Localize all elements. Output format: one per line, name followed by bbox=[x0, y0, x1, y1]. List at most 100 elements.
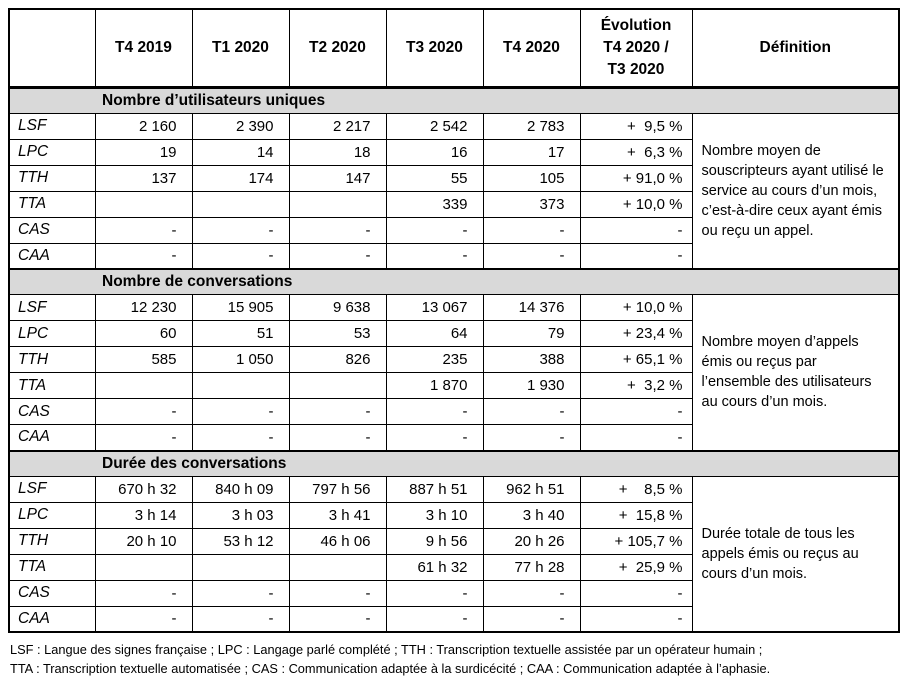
row-label: TTA bbox=[8, 372, 96, 399]
cell-value: 797 h 56 bbox=[288, 475, 387, 503]
cell-value: - bbox=[94, 216, 193, 244]
row-label: TTH bbox=[8, 164, 96, 192]
cell-value: 20 h 10 bbox=[94, 527, 193, 555]
table-row: LPC 3 h 14 3 h 03 3 h 41 3 h 10 3 h 40 + 15,8 … bbox=[8, 501, 899, 529]
cell-value: 339 bbox=[385, 190, 484, 218]
table-row: CAA - - - - - - bbox=[8, 242, 899, 270]
column-header-t4-2019: T4 2019 bbox=[94, 8, 193, 89]
row-label: LPC bbox=[8, 138, 96, 166]
cell-value: - bbox=[288, 242, 387, 270]
row-label: CAA bbox=[8, 242, 96, 270]
cell-value: 2 160 bbox=[94, 112, 193, 140]
cell-value bbox=[94, 553, 193, 581]
cell-value: 9 638 bbox=[288, 294, 387, 321]
cell-value: - bbox=[385, 605, 484, 633]
cell-value: 137 bbox=[94, 164, 193, 192]
cell-value: 64 bbox=[385, 320, 484, 347]
row-label: LSF bbox=[8, 294, 96, 321]
section-title: Durée des conversations bbox=[8, 449, 900, 477]
cell-value: 3 h 14 bbox=[94, 501, 193, 529]
evolution-value: + 105,7 % bbox=[579, 527, 693, 555]
cell-value: 670 h 32 bbox=[94, 475, 193, 503]
column-header-t2-2020: T2 2020 bbox=[288, 8, 387, 89]
cell-value: - bbox=[482, 605, 581, 633]
cell-value: - bbox=[385, 242, 484, 270]
cell-value: 585 bbox=[94, 346, 193, 373]
evolution-value: + 65,1 % bbox=[579, 346, 693, 373]
cell-value: - bbox=[191, 216, 290, 244]
cell-value: - bbox=[288, 579, 387, 607]
cell-value: 826 bbox=[288, 346, 387, 373]
cell-value: 1 050 bbox=[191, 346, 290, 373]
table-row: CAS - - - - - - bbox=[8, 398, 899, 425]
cell-value: 174 bbox=[191, 164, 290, 192]
evolution-value: + 10,0 % bbox=[579, 294, 693, 321]
corner-cell bbox=[8, 8, 96, 89]
cell-value: 16 bbox=[385, 138, 484, 166]
cell-value: 18 bbox=[288, 138, 387, 166]
cell-value: 17 bbox=[482, 138, 581, 166]
cell-value: 3 h 41 bbox=[288, 501, 387, 529]
cell-value: 79 bbox=[482, 320, 581, 347]
cell-value: 14 bbox=[191, 138, 290, 166]
cell-value: - bbox=[385, 579, 484, 607]
cell-value bbox=[288, 372, 387, 399]
table-row: CAA - - - - - - bbox=[8, 424, 899, 451]
cell-value: - bbox=[288, 398, 387, 425]
column-header-definition: Définition bbox=[691, 8, 900, 89]
cell-value: 51 bbox=[191, 320, 290, 347]
row-label: TTA bbox=[8, 190, 96, 218]
cell-value: - bbox=[191, 242, 290, 270]
cell-value: 2 217 bbox=[288, 112, 387, 140]
definition-cell: Nombre moyen d’appels émis ou reçus par … bbox=[691, 294, 900, 451]
cell-value: 15 905 bbox=[191, 294, 290, 321]
section-title: Nombre d’utilisateurs uniques bbox=[8, 86, 900, 114]
usage-stats-table: T4 2019 T1 2020 T2 2020 T3 2020 T4 2020 … bbox=[8, 8, 900, 633]
cell-value: - bbox=[191, 605, 290, 633]
evolution-value: + 91,0 % bbox=[579, 164, 693, 192]
cell-value: 77 h 28 bbox=[482, 553, 581, 581]
table-row: LPC 19 14 18 16 17 + 6,3 % bbox=[8, 138, 899, 166]
cell-value: - bbox=[482, 216, 581, 244]
evolution-value: + 3,2 % bbox=[579, 372, 693, 399]
definition-cell: Durée totale de tous les appels émis ou … bbox=[691, 475, 900, 633]
cell-value bbox=[288, 190, 387, 218]
cell-value: 19 bbox=[94, 138, 193, 166]
row-label: CAA bbox=[8, 424, 96, 451]
cell-value: - bbox=[482, 398, 581, 425]
cell-value: 46 h 06 bbox=[288, 527, 387, 555]
cell-value: 1 930 bbox=[482, 372, 581, 399]
table-row: LSF 12 230 15 905 9 638 13 067 14 376 + 10,0 %… bbox=[8, 294, 900, 451]
column-header-t1-2020: T1 2020 bbox=[191, 8, 290, 89]
cell-value: 12 230 bbox=[94, 294, 193, 321]
cell-value: 105 bbox=[482, 164, 581, 192]
table-row: TTA 1 870 1 930 + 3,2 % bbox=[8, 372, 899, 399]
cell-value: - bbox=[385, 424, 484, 451]
table-row: LSF 2 160 2 390 2 217 2 542 2 783 + 9,5 % Nombr… bbox=[8, 112, 900, 270]
cell-value: - bbox=[288, 605, 387, 633]
evolution-header-line-3: T3 2020 bbox=[607, 60, 665, 78]
section-header-row: Nombre de conversations bbox=[8, 268, 900, 295]
row-label: TTH bbox=[8, 527, 96, 555]
evolution-value: + 15,8 % bbox=[579, 501, 693, 529]
evolution-value: + 25,9 % bbox=[579, 553, 693, 581]
cell-value: 887 h 51 bbox=[385, 475, 484, 503]
cell-value: 840 h 09 bbox=[191, 475, 290, 503]
cell-value: 388 bbox=[482, 346, 581, 373]
table-row: LPC 60 51 53 64 79 + 23,4 % bbox=[8, 320, 899, 347]
cell-value: - bbox=[94, 424, 193, 451]
cell-value: - bbox=[482, 424, 581, 451]
cell-value: 60 bbox=[94, 320, 193, 347]
row-label: CAS bbox=[8, 216, 96, 244]
cell-value: 373 bbox=[482, 190, 581, 218]
row-label: LPC bbox=[8, 320, 96, 347]
section-header-row: Nombre d’utilisateurs uniques bbox=[8, 86, 900, 114]
cell-value: - bbox=[94, 579, 193, 607]
column-header-t4-2020: T4 2020 bbox=[482, 8, 581, 89]
table-row: CAA - - - - - - bbox=[8, 605, 899, 633]
table-body: Nombre d’utilisateurs uniques LSF 2 160 2 3… bbox=[8, 86, 900, 633]
row-label: TTA bbox=[8, 553, 96, 581]
cell-value: - bbox=[288, 424, 387, 451]
cell-value: 2 783 bbox=[482, 112, 581, 140]
